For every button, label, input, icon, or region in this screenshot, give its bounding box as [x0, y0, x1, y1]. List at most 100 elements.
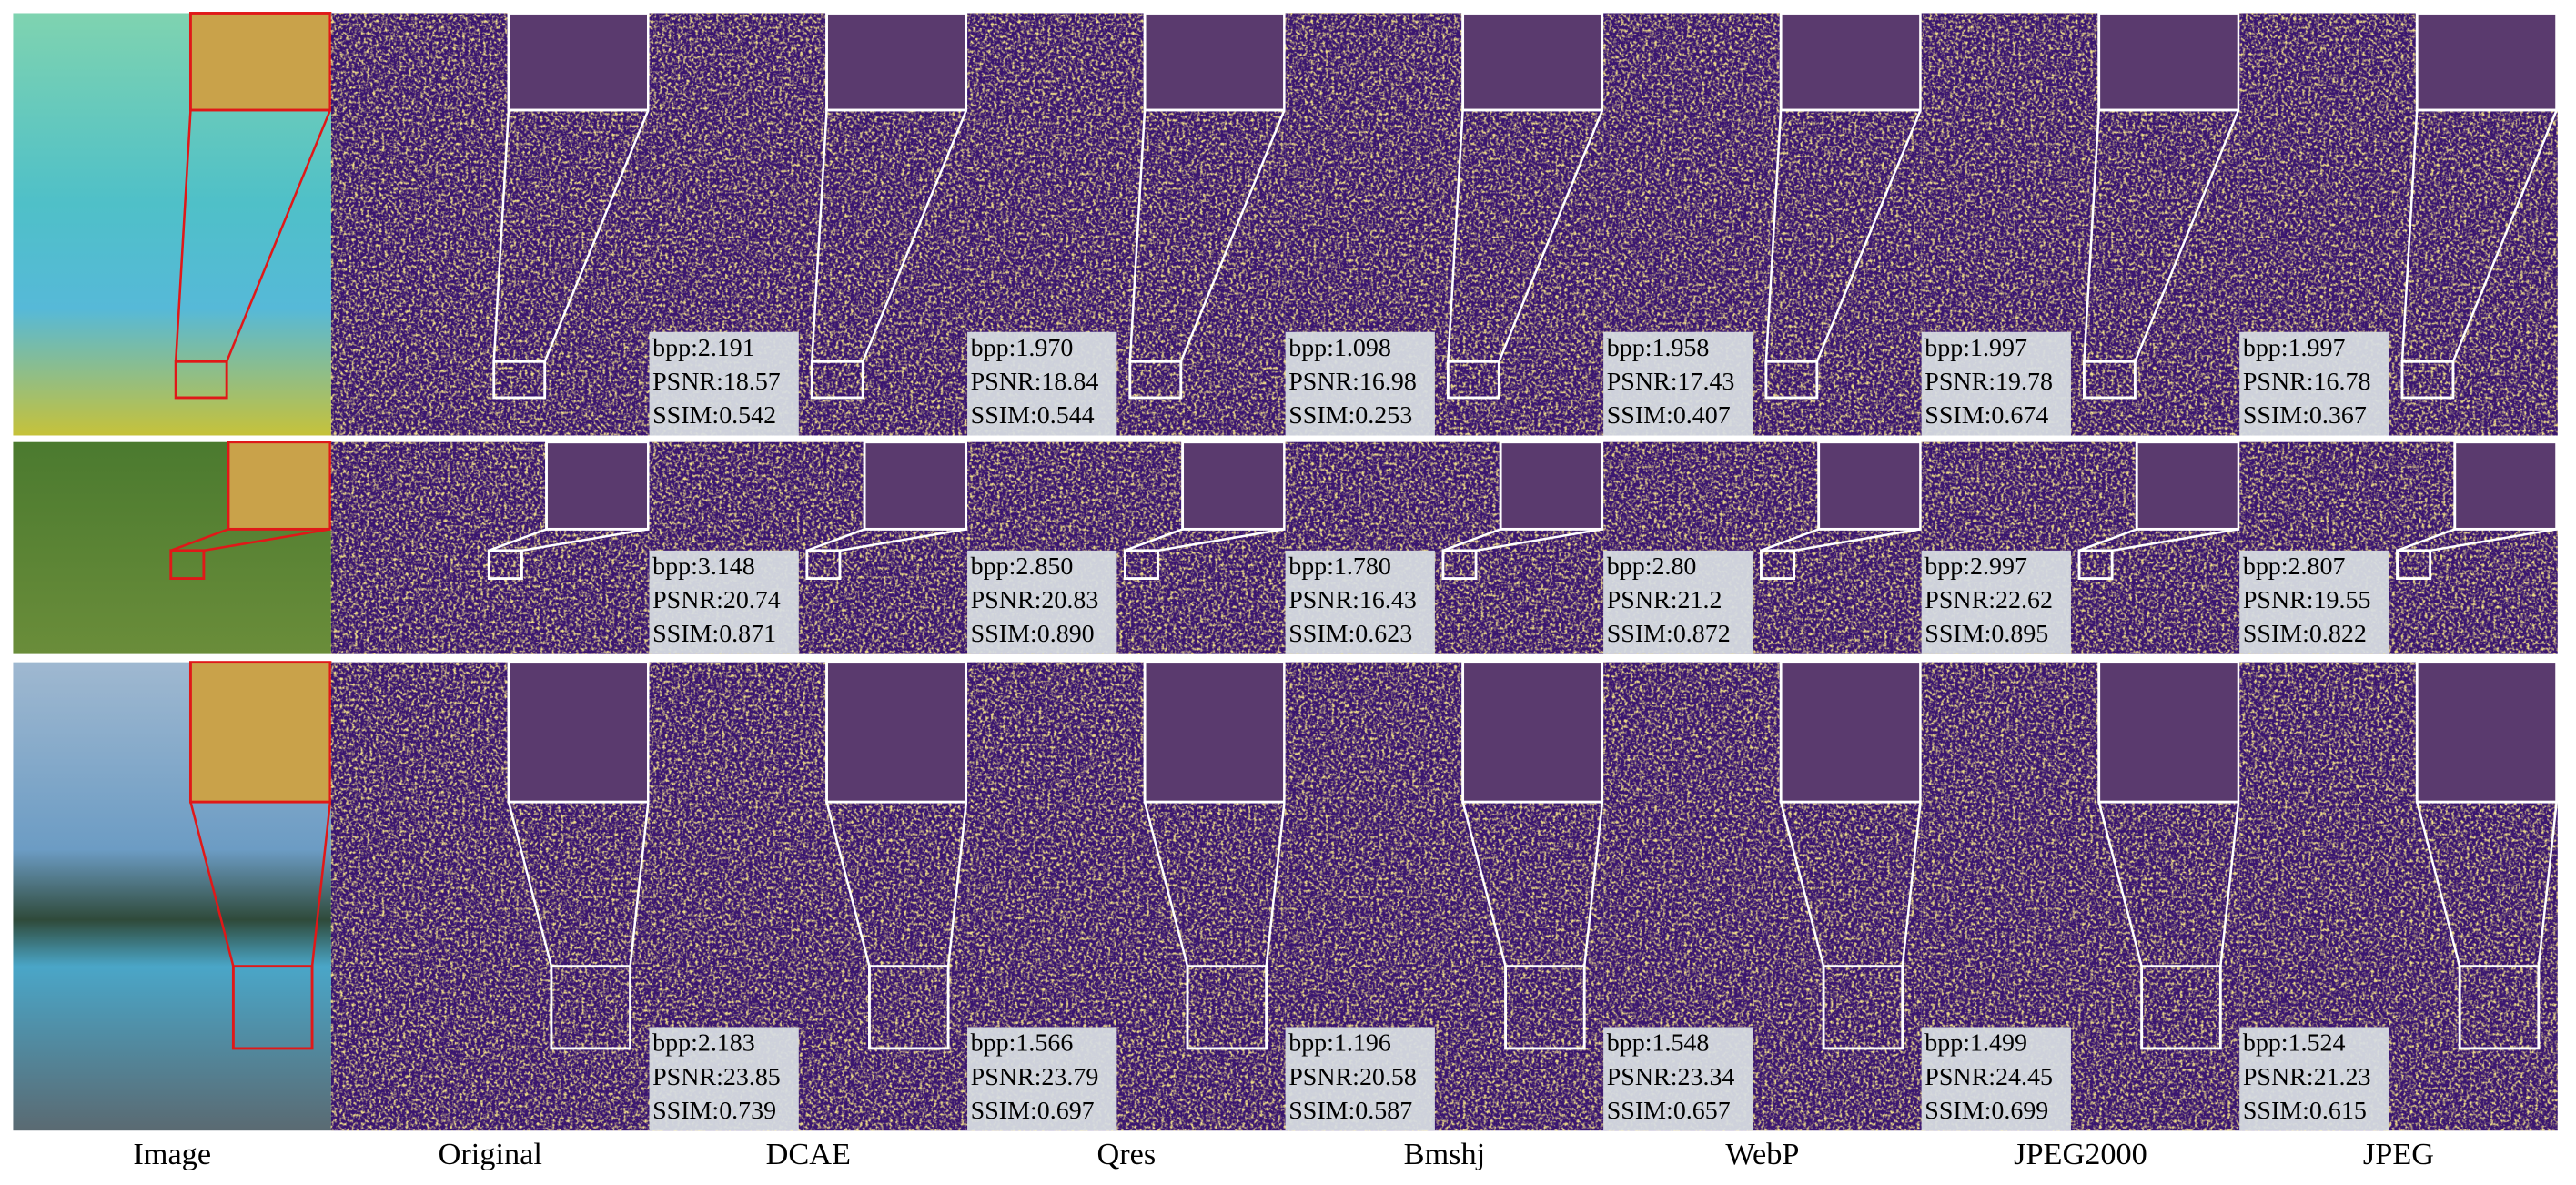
image-cell: bpp:2.183 PSNR:23.85 SSIM:0.739 — [649, 661, 968, 1131]
column-label: JPEG2000 — [2014, 1137, 2147, 1171]
zoom-connector — [2400, 109, 2419, 362]
zoom-region — [1186, 965, 1268, 1050]
zoom-connector — [1265, 801, 1286, 967]
image-cell — [13, 441, 332, 654]
zoom-inset — [507, 12, 650, 112]
zoom-inset — [1779, 12, 1923, 112]
zoom-connector — [1128, 109, 1147, 362]
zoom-region — [2077, 549, 2114, 581]
zoom-connector — [629, 801, 650, 967]
metric-text: bpp:1.970 — [971, 334, 1074, 362]
metric-text: bpp:1.548 — [1607, 1029, 1710, 1058]
zoom-connector — [1124, 528, 1184, 552]
zoom-connector — [1901, 801, 1922, 967]
metrics-box — [649, 550, 799, 654]
zoom-connector — [2537, 801, 2558, 967]
column-label: DCAE — [766, 1137, 851, 1171]
zoom-connector — [507, 801, 553, 967]
zoom-inset — [2453, 441, 2559, 531]
zoom-region — [487, 549, 523, 581]
metric-text: bpp:2.191 — [652, 334, 755, 362]
zoom-connector — [806, 528, 865, 552]
metric-text: PSNR:16.78 — [2243, 368, 2371, 396]
zoom-connector — [1761, 528, 1820, 552]
metric-text: PSNR:19.55 — [2243, 586, 2371, 614]
metrics-box — [967, 550, 1117, 654]
metrics-box — [1285, 1027, 1435, 1131]
metric-text: PSNR:23.79 — [971, 1063, 1099, 1091]
zoom-region — [550, 965, 632, 1050]
image-cell: bpp:1.524 PSNR:21.23 SSIM:0.615 — [2239, 661, 2559, 1131]
zoom-inset — [2415, 12, 2559, 112]
zoom-inset — [2097, 661, 2240, 804]
metric-text: SSIM:0.615 — [2243, 1097, 2367, 1125]
zoom-connector — [189, 801, 235, 967]
zoom-region — [1123, 549, 1159, 581]
metrics-box — [1603, 550, 1753, 654]
zoom-region — [2396, 549, 2432, 581]
zoom-connector — [2219, 801, 2240, 967]
metrics-box — [649, 331, 799, 436]
metric-text: PSNR:21.2 — [1607, 586, 1722, 614]
metric-text: SSIM:0.895 — [1924, 620, 2048, 648]
zoom-region — [231, 965, 314, 1050]
metrics-box — [1921, 1027, 2071, 1131]
image-cell — [13, 661, 332, 1131]
image-cell: bpp:2.807 PSNR:19.55 SSIM:0.822 — [2239, 441, 2559, 654]
zoom-connector — [2397, 528, 2456, 552]
zoom-connector — [1498, 109, 1604, 362]
zoom-connector — [1582, 801, 1604, 967]
zoom-region — [1128, 360, 1183, 400]
metric-text: SSIM:0.699 — [1924, 1097, 2048, 1125]
zoom-inset — [507, 661, 650, 804]
column-label: Original — [439, 1137, 542, 1171]
zoom-connector — [839, 528, 967, 552]
zoom-connector — [1793, 528, 1921, 552]
image-cell — [330, 441, 650, 654]
image-cell: bpp:1.196 PSNR:20.58 SSIM:0.587 — [1285, 661, 1604, 1131]
metric-text: PSNR:20.83 — [971, 586, 1099, 614]
metrics-box — [1285, 550, 1435, 654]
zoom-region — [805, 549, 842, 581]
metric-text: SSIM:0.872 — [1607, 620, 1731, 648]
metric-text: PSNR:23.34 — [1607, 1063, 1735, 1091]
metric-text: bpp:1.098 — [1288, 334, 1391, 362]
metric-text: SSIM:0.657 — [1607, 1097, 1731, 1125]
zoom-region — [169, 549, 206, 581]
image-cell: bpp:1.958 PSNR:17.43 SSIM:0.407 — [1603, 12, 1923, 436]
zoom-inset — [1143, 661, 1286, 804]
zoom-connector — [1815, 109, 1922, 362]
zoom-inset — [2415, 661, 2559, 804]
metric-text: bpp:1.499 — [1924, 1029, 2027, 1058]
image-cell: bpp:1.098 PSNR:16.98 SSIM:0.253 — [1285, 12, 1604, 436]
zoom-connector — [946, 801, 968, 967]
metrics-box — [1921, 331, 2071, 436]
metric-text: bpp:2.997 — [1924, 552, 2027, 581]
metrics-box — [2239, 331, 2389, 436]
metric-text: bpp:1.780 — [1288, 552, 1391, 581]
metric-text: bpp:2.850 — [971, 552, 1074, 581]
zoom-inset — [188, 661, 332, 804]
zoom-inset — [545, 441, 650, 531]
metric-text: bpp:3.148 — [652, 552, 755, 581]
metric-text: PSNR:16.98 — [1288, 368, 1417, 396]
zoom-connector — [1764, 109, 1783, 362]
image-cell: bpp:1.548 PSNR:23.34 SSIM:0.657 — [1603, 661, 1923, 1131]
zoom-inset — [1817, 441, 1923, 531]
zoom-connector — [2416, 801, 2461, 967]
zoom-region — [492, 360, 547, 400]
zoom-inset — [1181, 441, 1286, 531]
metrics-box — [1285, 331, 1435, 436]
column-label: Bmshj — [1404, 1137, 1486, 1171]
metrics-box — [649, 1027, 799, 1131]
zoom-connector — [2451, 109, 2558, 362]
column-label: JPEG — [2363, 1137, 2434, 1171]
zoom-inset — [1499, 441, 1604, 531]
image-cell: bpp:1.997 PSNR:16.78 SSIM:0.367 — [2239, 12, 2559, 436]
metric-text: bpp:1.997 — [2243, 334, 2346, 362]
zoom-region — [1441, 549, 1478, 581]
zoom-connector — [2083, 109, 2100, 362]
zoom-connector — [1157, 528, 1285, 552]
metric-text: bpp:1.566 — [971, 1029, 1074, 1058]
